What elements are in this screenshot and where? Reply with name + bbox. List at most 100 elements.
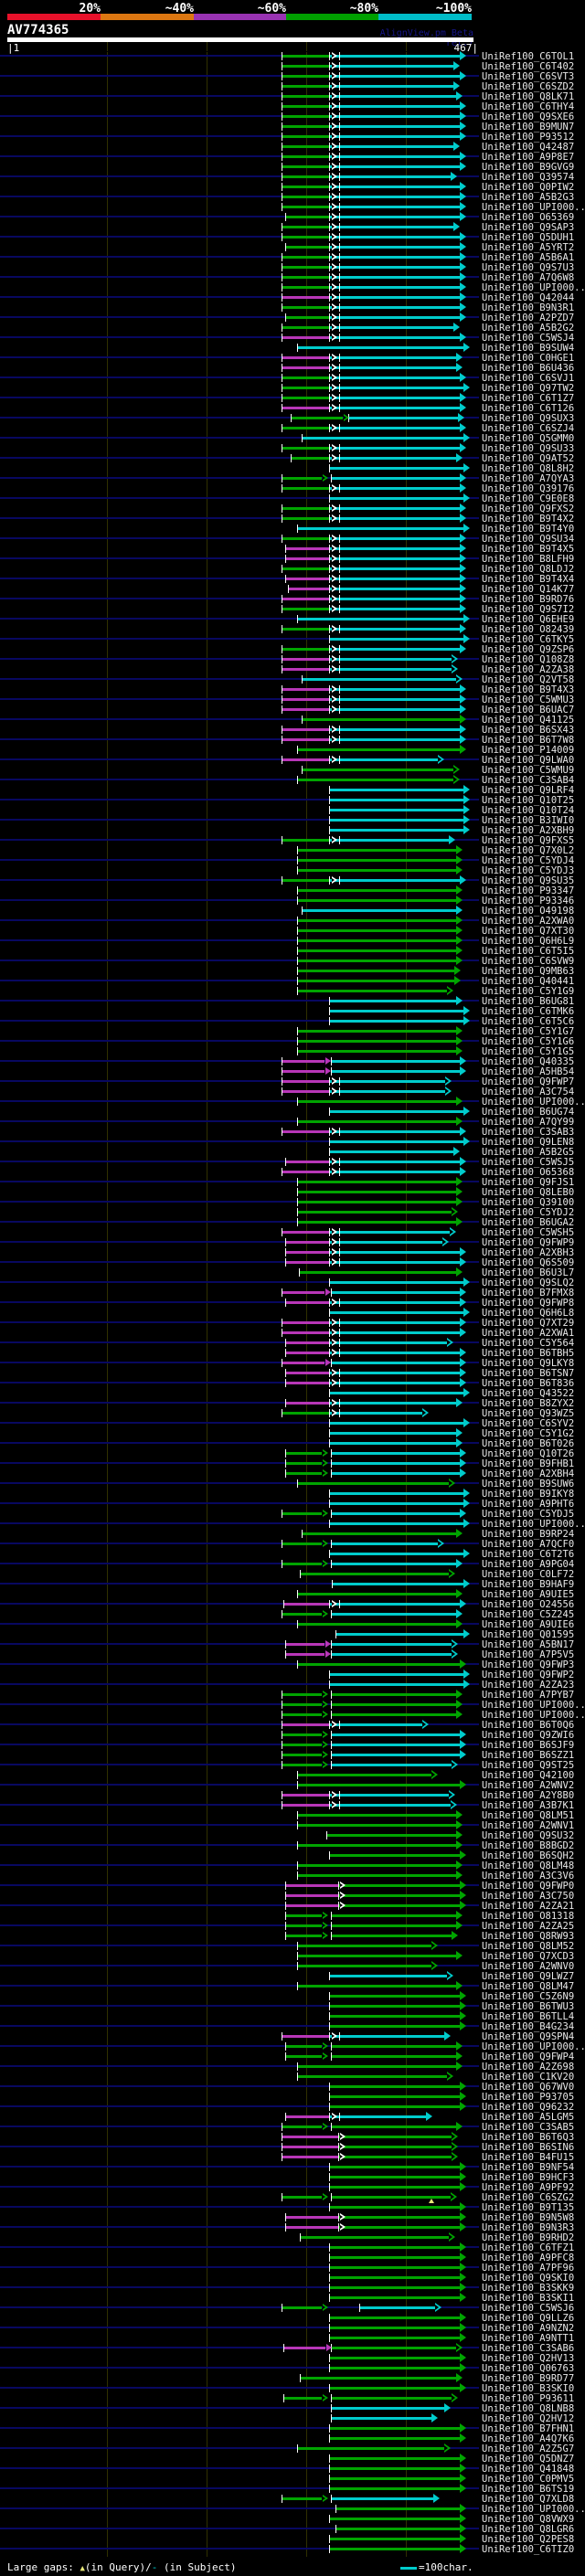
- hit-label[interactable]: UniRef100_UPI000..: [482, 1519, 585, 1530]
- hit-bar-segment[interactable]: [302, 718, 460, 721]
- hit-label[interactable]: UniRef100_Q8LEB0: [482, 1187, 575, 1198]
- hit-bar-segment[interactable]: [329, 1502, 463, 1505]
- hit-label[interactable]: UniRef100_B9MUN7: [482, 122, 575, 133]
- hit-bar-segment[interactable]: [288, 588, 329, 590]
- hit-bar-segment[interactable]: [282, 336, 329, 339]
- hit-bar-segment[interactable]: [339, 1904, 460, 1907]
- hit-bar-segment[interactable]: [329, 2276, 460, 2279]
- hit-bar-segment[interactable]: [331, 2417, 431, 2420]
- hit-bar-segment[interactable]: [282, 1291, 324, 1294]
- hit-label[interactable]: UniRef100_B9RD76: [482, 594, 575, 605]
- hit-bar-segment[interactable]: [329, 1261, 460, 1264]
- hit-label[interactable]: UniRef100_C5WSH5: [482, 1227, 575, 1238]
- hit-label[interactable]: UniRef100_Q8LDJ2: [482, 564, 575, 575]
- hit-bar-segment[interactable]: [282, 688, 329, 691]
- hit-label[interactable]: UniRef100_Q96232: [482, 2102, 575, 2113]
- hit-bar-segment[interactable]: [302, 437, 463, 440]
- hit-bar-segment[interactable]: [329, 507, 460, 510]
- hit-label[interactable]: UniRef100_B6T6Q3: [482, 2132, 575, 2143]
- hit-label[interactable]: UniRef100_Q10T26: [482, 1448, 575, 1459]
- hit-bar-segment[interactable]: [297, 1050, 456, 1053]
- hit-label[interactable]: UniRef100_A2ZA38: [482, 664, 575, 675]
- hit-bar-segment[interactable]: [297, 618, 463, 620]
- hit-bar-segment[interactable]: [282, 276, 329, 279]
- hit-bar-segment[interactable]: [329, 2296, 460, 2299]
- hit-label[interactable]: UniRef100_Q9MB63: [482, 966, 575, 977]
- hit-bar-segment[interactable]: [282, 135, 329, 138]
- hit-bar-segment[interactable]: [331, 2055, 456, 2058]
- hit-label[interactable]: UniRef100_B9N3R3: [482, 2222, 575, 2233]
- hit-label[interactable]: UniRef100_Q42044: [482, 292, 575, 303]
- hit-bar-segment[interactable]: [329, 1161, 460, 1163]
- hit-label[interactable]: UniRef100_Q39100: [482, 1197, 575, 1208]
- hit-bar-segment[interactable]: [359, 2306, 435, 2309]
- hit-bar-segment[interactable]: [329, 1442, 456, 1445]
- hit-label[interactable]: UniRef100_B9T4X4: [482, 574, 575, 585]
- hit-label[interactable]: UniRef100_B9HAF9: [482, 1579, 575, 1590]
- hit-bar-segment[interactable]: [329, 638, 463, 641]
- hit-bar-segment[interactable]: [329, 487, 460, 490]
- hit-label[interactable]: UniRef100_C5Y1G6: [482, 1036, 575, 1047]
- hit-bar-segment[interactable]: [282, 65, 329, 68]
- hit-label[interactable]: UniRef100_Q9SPN4: [482, 2031, 575, 2042]
- hit-bar-segment[interactable]: [329, 598, 460, 600]
- hit-bar-segment[interactable]: [300, 2377, 456, 2380]
- hit-bar-segment[interactable]: [329, 809, 463, 811]
- hit-bar-segment[interactable]: [329, 648, 460, 651]
- hit-bar-segment[interactable]: [282, 2146, 338, 2148]
- hit-label[interactable]: UniRef100_C5Y1G7: [482, 1026, 575, 1037]
- hit-bar-segment[interactable]: [329, 708, 460, 711]
- hit-bar-segment[interactable]: [282, 537, 329, 540]
- hit-bar-segment[interactable]: [331, 2347, 456, 2349]
- hit-label[interactable]: UniRef100_B6TLL4: [482, 2011, 575, 2022]
- hit-bar-segment[interactable]: [331, 1362, 460, 1364]
- hit-label[interactable]: UniRef100_Q9ST25: [482, 1760, 575, 1771]
- hit-label[interactable]: UniRef100_B6T026: [482, 1438, 575, 1449]
- hit-bar-segment[interactable]: [329, 1341, 447, 1344]
- hit-label[interactable]: UniRef100_A7PF96: [482, 2263, 575, 2274]
- hit-label[interactable]: UniRef100_Q2HV13: [482, 2353, 575, 2364]
- hit-bar-segment[interactable]: [297, 1985, 456, 1988]
- hit-bar-segment[interactable]: [285, 1301, 329, 1304]
- hit-bar-segment[interactable]: [329, 2437, 460, 2440]
- hit-label[interactable]: UniRef100_B9T4X5: [482, 544, 575, 555]
- hit-bar-segment[interactable]: [297, 1965, 431, 1967]
- hit-bar-segment[interactable]: [297, 970, 454, 972]
- hit-bar-segment[interactable]: [282, 115, 329, 118]
- hit-label[interactable]: UniRef100_Q2VT58: [482, 674, 575, 685]
- hit-bar-segment[interactable]: [285, 547, 329, 550]
- hit-bar-segment[interactable]: [329, 1130, 460, 1133]
- hit-bar-segment[interactable]: [329, 1241, 442, 1244]
- hit-bar-segment[interactable]: [282, 1321, 329, 1324]
- hit-bar-segment[interactable]: [285, 1352, 329, 1354]
- hit-label[interactable]: UniRef100_B6UGA2: [482, 1217, 575, 1228]
- hit-label[interactable]: UniRef100_C6T5I5: [482, 946, 575, 957]
- hit-label[interactable]: UniRef100_Q9SUX3: [482, 413, 575, 424]
- hit-bar-segment[interactable]: [329, 387, 463, 389]
- hit-bar-segment[interactable]: [282, 1090, 329, 1093]
- hit-label[interactable]: UniRef100_Q5GMM0: [482, 433, 575, 444]
- hit-bar-segment[interactable]: [329, 537, 460, 540]
- hit-label[interactable]: UniRef100_A5HB54: [482, 1066, 575, 1077]
- hit-label[interactable]: UniRef100_Q9SAP3: [482, 222, 575, 233]
- hit-bar-segment[interactable]: [331, 1563, 456, 1565]
- hit-bar-segment[interactable]: [331, 2196, 451, 2199]
- hit-bar-segment[interactable]: [282, 226, 329, 228]
- hit-bar-segment[interactable]: [329, 1382, 460, 1384]
- hit-bar-segment[interactable]: [329, 2548, 460, 2550]
- hit-label[interactable]: UniRef100_Q9SU32: [482, 1830, 575, 1841]
- hit-label[interactable]: UniRef100_B3SKI0: [482, 2383, 575, 2394]
- hit-bar-segment[interactable]: [331, 1914, 456, 1917]
- hit-label[interactable]: UniRef100_UPI000..: [482, 1700, 585, 1711]
- hit-bar-segment[interactable]: [329, 246, 460, 249]
- hit-bar-segment[interactable]: [291, 417, 343, 419]
- hit-label[interactable]: UniRef100_A9PF92: [482, 2182, 575, 2193]
- hit-bar-segment[interactable]: [282, 1231, 329, 1234]
- hit-bar-segment[interactable]: [329, 105, 460, 108]
- hit-label[interactable]: UniRef100_Q93WZ5: [482, 1408, 575, 1419]
- hit-label[interactable]: UniRef100_C0PMV5: [482, 2474, 575, 2485]
- hit-label[interactable]: UniRef100_C5Z245: [482, 1609, 575, 1620]
- hit-bar-segment[interactable]: [329, 1412, 422, 1415]
- hit-label[interactable]: UniRef100_Q39574: [482, 172, 575, 183]
- hit-label[interactable]: UniRef100_B9RD77: [482, 2373, 575, 2384]
